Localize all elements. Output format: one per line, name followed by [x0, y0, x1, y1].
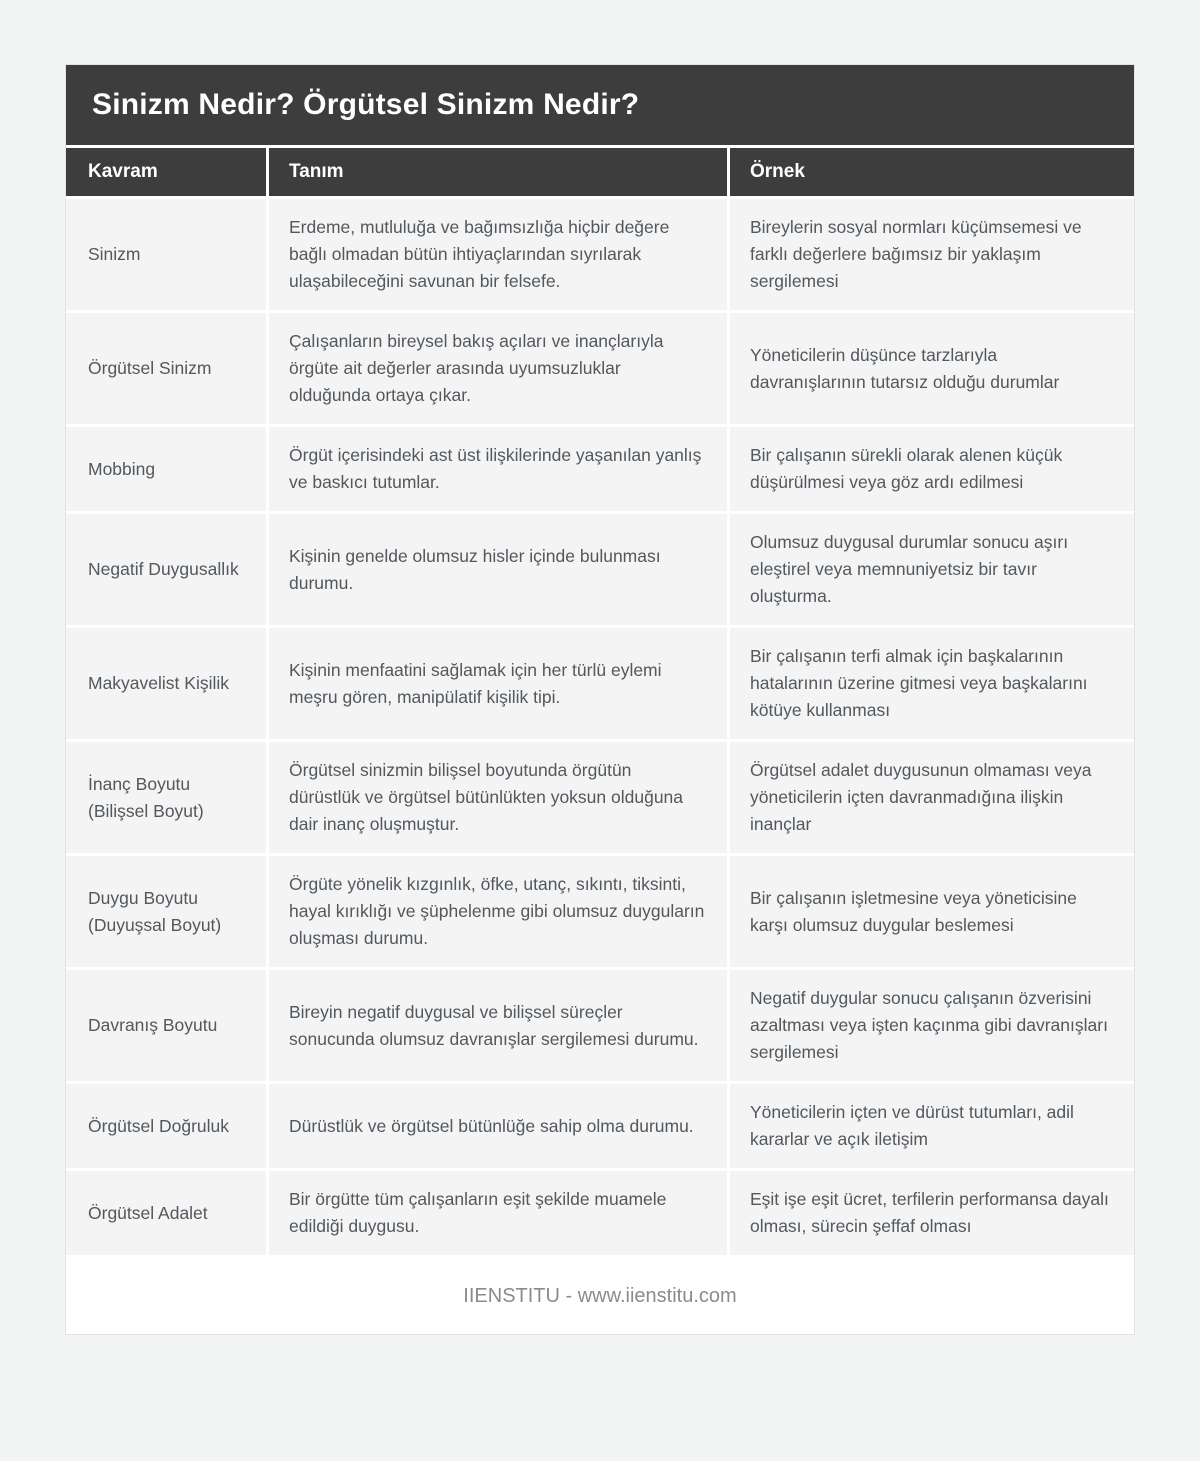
cell-ornek: Negatif duygular sonucu çalışanın özveri…	[730, 970, 1134, 1081]
kavram-text: Örgütsel Sinizm	[88, 358, 212, 378]
kavram-text: Mobbing	[88, 458, 156, 479]
kavram-text: Makyavelist Kişilik	[88, 673, 229, 693]
tanim-text: Erdeme, mutluluğa ve bağımsızlığa hiçbir…	[289, 217, 670, 291]
ornek-text: Örgütsel adalet duygusunun olmaması veya…	[750, 760, 1092, 834]
tanim-text: Dürüstlük ve örgütsel bütünlüğe sahip ol…	[289, 1115, 694, 1136]
ornek-text: Bir çalışanın işletmesine veya yöneticis…	[750, 887, 1077, 935]
kavram-text: Örgütsel Adalet	[88, 1202, 208, 1223]
cell-tanim: Kişinin genelde olumsuz hisler içinde bu…	[269, 514, 727, 625]
cell-tanim: Bireyin negatif duygusal ve bilişsel sür…	[269, 970, 727, 1081]
tanim-text: Çalışanların bireysel bakış açıları ve i…	[289, 331, 664, 405]
cell-ornek: Bireylerin sosyal normları küçümsemesi v…	[730, 199, 1134, 310]
tanim-text: Örgütsel sinizmin bilişsel boyutunda örg…	[289, 760, 684, 834]
cell-kavram: Duygu Boyutu (Duyuşsal Boyut)	[66, 856, 266, 967]
column-header-kavram: Kavram	[66, 148, 266, 196]
cell-kavram: Örgütsel Doğruluk	[66, 1084, 266, 1168]
ornek-text: Bir çalışanın sürekli olarak alenen küçü…	[750, 445, 1063, 492]
tanim-text: Örgüte yönelik kızgınlık, öfke, utanç, s…	[289, 874, 705, 948]
tanim-text: Bir örgütte tüm çalışanların eşit şekild…	[289, 1189, 667, 1236]
cell-tanim: Erdeme, mutluluğa ve bağımsızlığa hiçbir…	[269, 199, 727, 310]
ornek-text: Bir çalışanın terfi almak için başkaları…	[750, 646, 1088, 720]
kavram-text: Örgütsel Doğruluk	[88, 1115, 230, 1136]
kavram-text: Davranış Boyutu	[88, 1015, 218, 1035]
definitions-table: Kavram Tanım Örnek Sinizm Erdeme, mutlul…	[66, 148, 1134, 1255]
cell-kavram: Örgütsel Sinizm	[66, 313, 266, 424]
cell-kavram: Sinizm	[66, 199, 266, 310]
column-header-ornek: Örnek	[730, 148, 1134, 196]
kavram-text: Duygu Boyutu (Duyuşsal Boyut)	[88, 887, 222, 935]
cell-kavram: Negatif Duygusallık	[66, 514, 266, 625]
cell-kavram: Örgütsel Adalet	[66, 1171, 266, 1255]
ornek-text: Bireylerin sosyal normları küçümsemesi v…	[750, 217, 1082, 291]
cell-tanim: Dürüstlük ve örgütsel bütünlüğe sahip ol…	[269, 1084, 727, 1168]
cell-ornek: Olumsuz duygusal durumlar sonucu aşırı e…	[730, 514, 1134, 625]
kavram-text: Negatif Duygusallık	[88, 559, 239, 579]
footer-text: IIENSTITU - www.iienstitu.com	[463, 1285, 737, 1307]
kavram-text: İnanç Boyutu (Bilişsel Boyut)	[88, 773, 204, 821]
cell-tanim: Örgütsel sinizmin bilişsel boyutunda örg…	[269, 742, 727, 853]
cell-ornek: Bir çalışanın işletmesine veya yöneticis…	[730, 856, 1134, 967]
content-card: Sinizm Nedir? Örgütsel Sinizm Nedir? Kav…	[65, 64, 1135, 1335]
cell-ornek: Bir çalışanın terfi almak için başkaları…	[730, 628, 1134, 739]
cell-tanim: Çalışanların bireysel bakış açıları ve i…	[269, 313, 727, 424]
cell-ornek: Yöneticilerin içten ve dürüst tutumları,…	[730, 1084, 1134, 1168]
ornek-text: Olumsuz duygusal durumlar sonucu aşırı e…	[750, 532, 1069, 606]
cell-kavram: İnanç Boyutu (Bilişsel Boyut)	[66, 742, 266, 853]
cell-tanim: Örgüte yönelik kızgınlık, öfke, utanç, s…	[269, 856, 727, 967]
cell-kavram: Makyavelist Kişilik	[66, 628, 266, 739]
tanim-text: Bireyin negatif duygusal ve bilişsel sür…	[289, 1001, 699, 1049]
cell-tanim: Kişinin menfaatini sağlamak için her tür…	[269, 628, 727, 739]
ornek-text: Eşit işe eşit ücret, terfilerin performa…	[750, 1189, 1109, 1236]
cell-ornek: Bir çalışanın sürekli olarak alenen küçü…	[730, 427, 1134, 511]
tanim-text: Örgüt içerisindeki ast üst ilişkilerinde…	[289, 445, 702, 492]
cell-ornek: Eşit işe eşit ücret, terfilerin performa…	[730, 1171, 1134, 1255]
column-header-tanim: Tanım	[269, 148, 727, 196]
ornek-text: Negatif duygular sonucu çalışanın özveri…	[750, 988, 1108, 1062]
tanim-text: Kişinin genelde olumsuz hisler içinde bu…	[289, 545, 661, 593]
cell-ornek: Yöneticilerin düşünce tarzlarıyla davran…	[730, 313, 1134, 424]
page-title: Sinizm Nedir? Örgütsel Sinizm Nedir?	[66, 65, 1134, 145]
cell-kavram: Mobbing	[66, 427, 266, 511]
ornek-text: Yöneticilerin içten ve dürüst tutumları,…	[750, 1102, 1074, 1149]
ornek-text: Yöneticilerin düşünce tarzlarıyla davran…	[750, 344, 1060, 392]
cell-ornek: Örgütsel adalet duygusunun olmaması veya…	[730, 742, 1134, 853]
cell-tanim: Bir örgütte tüm çalışanların eşit şekild…	[269, 1171, 727, 1255]
cell-kavram: Davranış Boyutu	[66, 970, 266, 1081]
cell-tanim: Örgüt içerisindeki ast üst ilişkilerinde…	[269, 427, 727, 511]
kavram-text: Sinizm	[88, 244, 141, 264]
tanim-text: Kişinin menfaatini sağlamak için her tür…	[289, 659, 662, 707]
